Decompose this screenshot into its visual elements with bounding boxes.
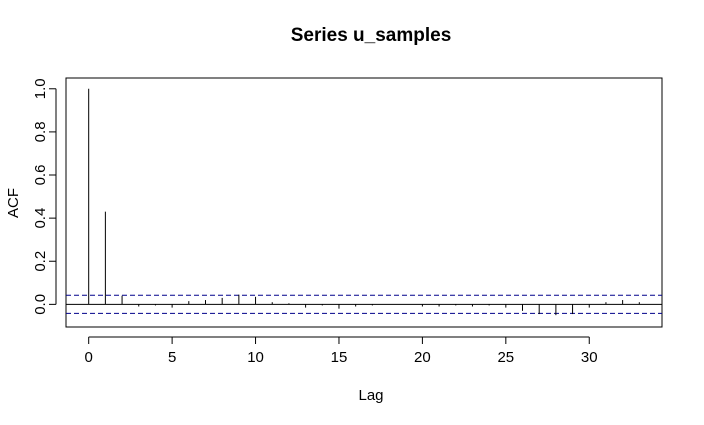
y-axis-label: ACF xyxy=(5,188,22,218)
x-tick-label: 25 xyxy=(497,349,514,366)
y-tick-label: 0.6 xyxy=(32,165,49,186)
x-tick-label: 0 xyxy=(85,349,93,366)
x-tick-label: 5 xyxy=(168,349,176,366)
y-tick-label: 0.2 xyxy=(32,251,49,272)
x-axis: 0 5 10 15 20 25 30 xyxy=(85,336,598,366)
y-axis: 0.0 0.2 0.4 0.6 0.8 1.0 xyxy=(32,78,57,315)
chart-title: Series u_samples xyxy=(291,25,452,46)
x-tick-label: 10 xyxy=(247,349,264,366)
y-tick-label: 0.4 xyxy=(32,208,49,229)
x-tick-label: 20 xyxy=(414,349,431,366)
x-tick-label: 15 xyxy=(331,349,348,366)
x-tick-label: 30 xyxy=(581,349,598,366)
acf-series xyxy=(66,88,662,316)
plot-frame xyxy=(65,77,663,328)
x-axis-label: Lag xyxy=(358,387,383,404)
y-tick-label: 1.0 xyxy=(32,78,49,99)
y-tick-label: 0.8 xyxy=(32,121,49,142)
y-tick-label: 0.0 xyxy=(32,294,49,315)
